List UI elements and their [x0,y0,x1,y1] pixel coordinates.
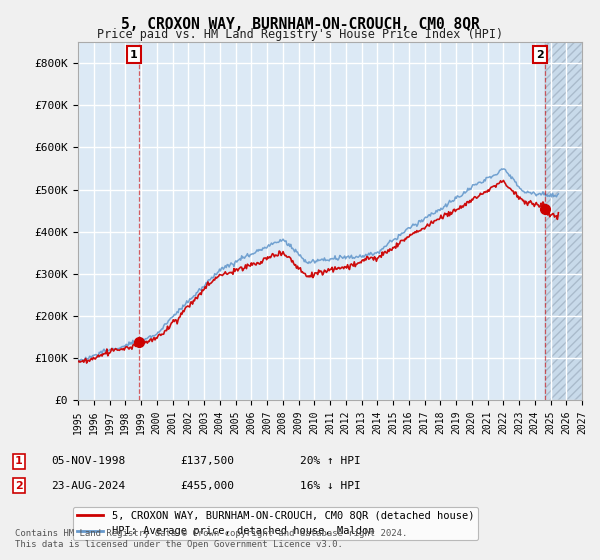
Text: 23-AUG-2024: 23-AUG-2024 [51,480,125,491]
Text: £455,000: £455,000 [180,480,234,491]
Text: £137,500: £137,500 [180,456,234,466]
Text: 5, CROXON WAY, BURNHAM-ON-CROUCH, CM0 8QR: 5, CROXON WAY, BURNHAM-ON-CROUCH, CM0 8Q… [121,17,479,32]
Text: 20% ↑ HPI: 20% ↑ HPI [300,456,361,466]
Text: 1: 1 [15,456,23,466]
Text: Price paid vs. HM Land Registry's House Price Index (HPI): Price paid vs. HM Land Registry's House … [97,28,503,41]
Text: 16% ↓ HPI: 16% ↓ HPI [300,480,361,491]
Text: 1: 1 [130,50,138,60]
Text: 2: 2 [536,50,544,60]
Text: 2: 2 [15,480,23,491]
Legend: 5, CROXON WAY, BURNHAM-ON-CROUCH, CM0 8QR (detached house), HPI: Average price, : 5, CROXON WAY, BURNHAM-ON-CROUCH, CM0 8Q… [73,507,478,540]
Text: Contains HM Land Registry data © Crown copyright and database right 2024.
This d: Contains HM Land Registry data © Crown c… [15,529,407,549]
Text: 05-NOV-1998: 05-NOV-1998 [51,456,125,466]
